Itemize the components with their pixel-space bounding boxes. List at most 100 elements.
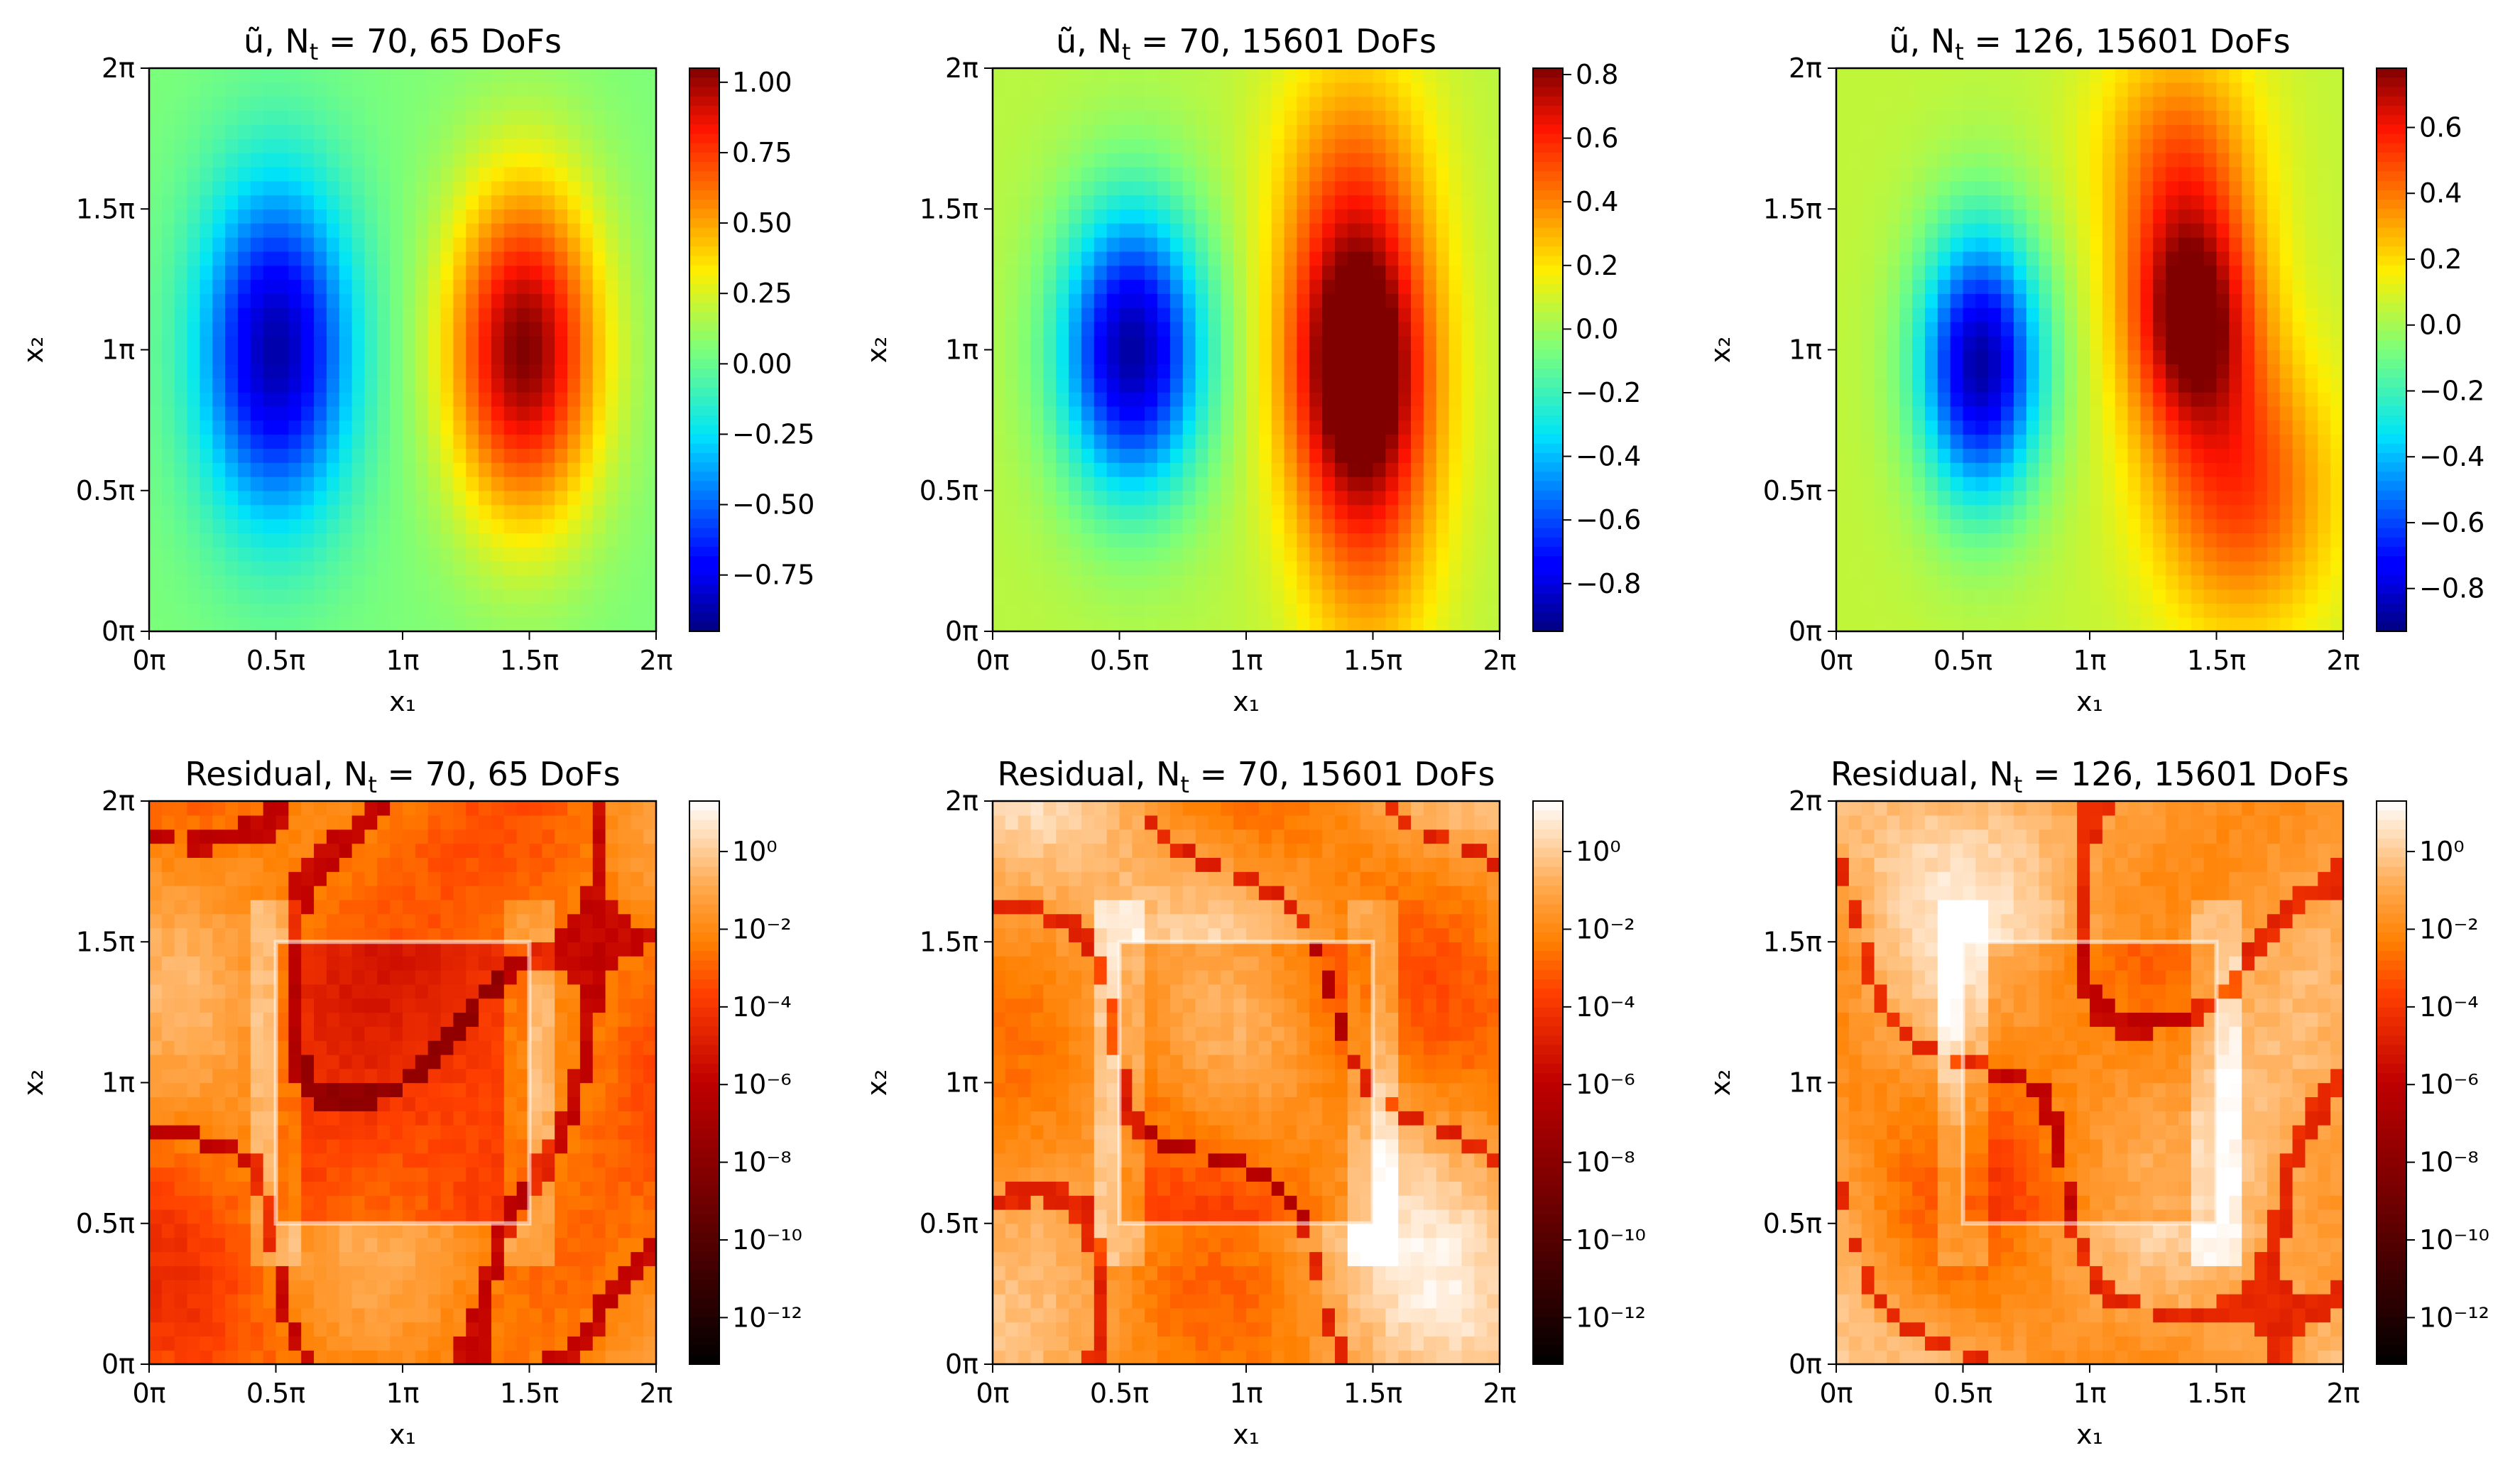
heatmap-cell: [2127, 504, 2142, 520]
heatmap-cell: [1848, 349, 1862, 365]
heatmap-cell: [225, 560, 239, 576]
heatmap-cell: [1106, 560, 1120, 576]
heatmap-cell: [2026, 335, 2040, 351]
heatmap-cell: [2254, 166, 2268, 182]
heatmap-cell: [1119, 124, 1133, 139]
heatmap-cell: [1309, 391, 1323, 407]
heatmap-cell: [1334, 364, 1348, 379]
heatmap-cell: [1937, 476, 1951, 491]
heatmap-cell: [1233, 617, 1247, 632]
heatmap-cell: [2267, 589, 2281, 604]
heatmap-cell: [149, 195, 163, 209]
heatmap-cell: [1912, 405, 1926, 421]
heatmap-cell: [1093, 518, 1108, 533]
heatmap-cell: [1334, 209, 1348, 224]
heatmap-cell: [364, 490, 378, 506]
heatmap-cell: [453, 518, 467, 533]
heatmap-cell: [2127, 364, 2142, 379]
heatmap-cell: [427, 180, 442, 196]
heatmap-cell: [2305, 504, 2318, 520]
heatmap-cell: [237, 195, 251, 209]
heatmap-cell: [1221, 180, 1234, 196]
heatmap-cell: [2279, 293, 2293, 308]
heatmap-cell: [1411, 504, 1424, 520]
heatmap-cell: [631, 378, 644, 393]
heatmap-cell: [1069, 223, 1082, 238]
heatmap-cell: [2292, 617, 2306, 632]
heatmap-cell: [2191, 335, 2205, 351]
heatmap-cell: [1246, 364, 1260, 379]
heatmap-cell: [1449, 110, 1463, 125]
heatmap-cell: [1449, 504, 1463, 520]
heatmap-cell: [2077, 589, 2090, 604]
heatmap-cell: [351, 209, 366, 224]
heatmap-cell: [1005, 321, 1019, 337]
heatmap-cell: [555, 533, 568, 548]
heatmap-cell: [503, 405, 518, 421]
heatmap-cell: [427, 560, 442, 576]
heatmap-cell: [1461, 603, 1475, 618]
heatmap-cell: [2191, 110, 2205, 125]
heatmap-cell: [1937, 575, 1951, 590]
heatmap-cell: [567, 307, 581, 322]
heatmap-cell: [567, 251, 581, 266]
heatmap-cell: [1297, 533, 1310, 548]
heatmap-cell: [1208, 533, 1221, 548]
heatmap-cell: [1436, 504, 1450, 520]
heatmap-cell: [1093, 349, 1108, 365]
heatmap-cell: [1018, 293, 1032, 308]
heatmap-cell: [579, 434, 594, 449]
heatmap-cell: [1309, 378, 1323, 393]
heatmap-cell: [491, 504, 505, 520]
heatmap-cell: [2140, 138, 2154, 153]
heatmap-cell: [301, 195, 315, 209]
heatmap-cell: [1284, 420, 1298, 435]
heatmap-cell: [149, 124, 163, 139]
heatmap-cell: [1271, 195, 1285, 209]
heatmap-cell: [491, 364, 505, 379]
heatmap-cell: [555, 82, 568, 97]
x-tick-label: 1π: [386, 645, 419, 676]
heatmap-cell: [2102, 138, 2116, 153]
heatmap-cell: [1836, 589, 1850, 604]
heatmap-cell: [1284, 462, 1298, 477]
heatmap-cell: [592, 96, 606, 111]
heatmap-cell: [427, 448, 442, 463]
heatmap-cell: [516, 321, 530, 337]
heatmap-cell: [1474, 378, 1488, 393]
heatmap-cell: [1874, 448, 1888, 463]
heatmap-cell: [2077, 68, 2090, 83]
heatmap-cell: [200, 180, 213, 196]
heatmap-cell: [1169, 533, 1184, 548]
heatmap-cell: [364, 448, 378, 463]
heatmap-cell: [1221, 124, 1234, 139]
heatmap-cell: [427, 405, 442, 421]
heatmap-cell: [2140, 321, 2154, 337]
heatmap-cell: [1069, 236, 1082, 252]
heatmap-cell: [1195, 560, 1209, 576]
heatmap-cell: [1195, 589, 1209, 604]
heatmap-cell: [1182, 560, 1196, 576]
heatmap-cell: [1030, 68, 1044, 83]
heatmap-cell: [2051, 603, 2065, 618]
heatmap-cell: [1487, 110, 1500, 125]
heatmap-cell: [993, 307, 1006, 322]
heatmap-cell: [1912, 265, 1926, 281]
heatmap-cell: [1119, 96, 1133, 111]
heatmap-cell: [631, 405, 644, 421]
heatmap-cell: [1861, 533, 1875, 548]
heatmap-cell: [1449, 236, 1463, 252]
heatmap-cell: [2330, 533, 2344, 548]
heatmap-cell: [1195, 195, 1209, 209]
heatmap-cell: [403, 504, 416, 520]
heatmap-cell: [2292, 490, 2306, 506]
heatmap-cell: [2039, 349, 2053, 365]
heatmap-cell: [2064, 293, 2078, 308]
heatmap-cell: [643, 462, 657, 477]
heatmap-cell: [1975, 124, 1989, 139]
heatmap-cell: [2279, 279, 2293, 294]
heatmap-cell: [479, 279, 492, 294]
heatmap-cell: [1233, 265, 1247, 281]
heatmap-cell: [453, 335, 467, 351]
heatmap-cell: [314, 405, 327, 421]
